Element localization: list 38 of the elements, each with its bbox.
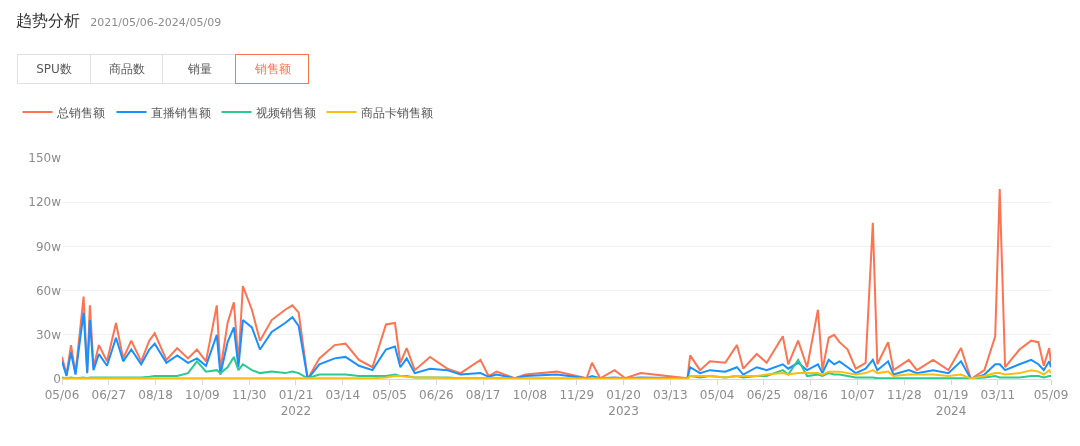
text: 商品数 — [109, 62, 145, 76]
text: 销量 — [186, 62, 212, 76]
y-tick-label: 30w — [35, 328, 62, 342]
x-tick-label: 05/04 — [699, 388, 735, 403]
chart-subtitle: 2021/05/06-2024/05/09 — [90, 15, 222, 29]
text: 销售额 — [253, 62, 291, 76]
x-tick-label: 11/30 — [231, 388, 267, 403]
y-tick-label: 0 — [53, 372, 61, 387]
x-tick-label: 03/14 — [325, 388, 361, 403]
x-tick-label: 11/29 — [559, 388, 595, 403]
x-tick-label: 06/26 — [419, 388, 454, 403]
x-tick-label: 08/18 — [138, 388, 173, 403]
text: SPU数 — [36, 62, 72, 76]
x-tick-label: 08/16 — [793, 388, 829, 403]
y-tick-label: 120w — [28, 195, 62, 210]
x-tick-label: 10/08 — [512, 388, 548, 403]
x-tick-label: 10/07 — [840, 388, 875, 403]
x-tick-label: 06/25 — [746, 388, 782, 403]
x-tick-label: 01/20 2023 — [606, 388, 641, 418]
y-tick-label: 90w — [35, 239, 62, 254]
x-tick-label: 01/21 2022 — [278, 388, 314, 418]
chart-title: 趋势分析 — [16, 10, 81, 30]
x-tick-label: 03/13 — [653, 388, 688, 403]
legend-label: 视频销售额 — [256, 105, 317, 120]
y-tick-label: 60w — [35, 283, 62, 298]
x-tick-label: 10/09 — [185, 388, 220, 403]
x-tick-label: 03/11 — [980, 388, 1016, 403]
x-tick-label: 05/09 — [1033, 388, 1069, 403]
x-tick-label: 05/05 — [372, 388, 407, 403]
x-tick-label: 11/28 — [887, 388, 922, 403]
legend-label: 商品卡销售额 — [361, 105, 434, 120]
legend-label: 总销售额 — [56, 105, 106, 120]
x-tick-label: 08/17 — [465, 388, 501, 403]
legend-label: 直播销售额 — [151, 105, 212, 120]
x-tick-label: 05/06 — [44, 388, 80, 403]
x-tick-label: 01/19 2024 — [933, 388, 969, 418]
y-tick-label: 150w — [28, 151, 62, 166]
x-tick-label: 06/27 — [91, 388, 127, 403]
